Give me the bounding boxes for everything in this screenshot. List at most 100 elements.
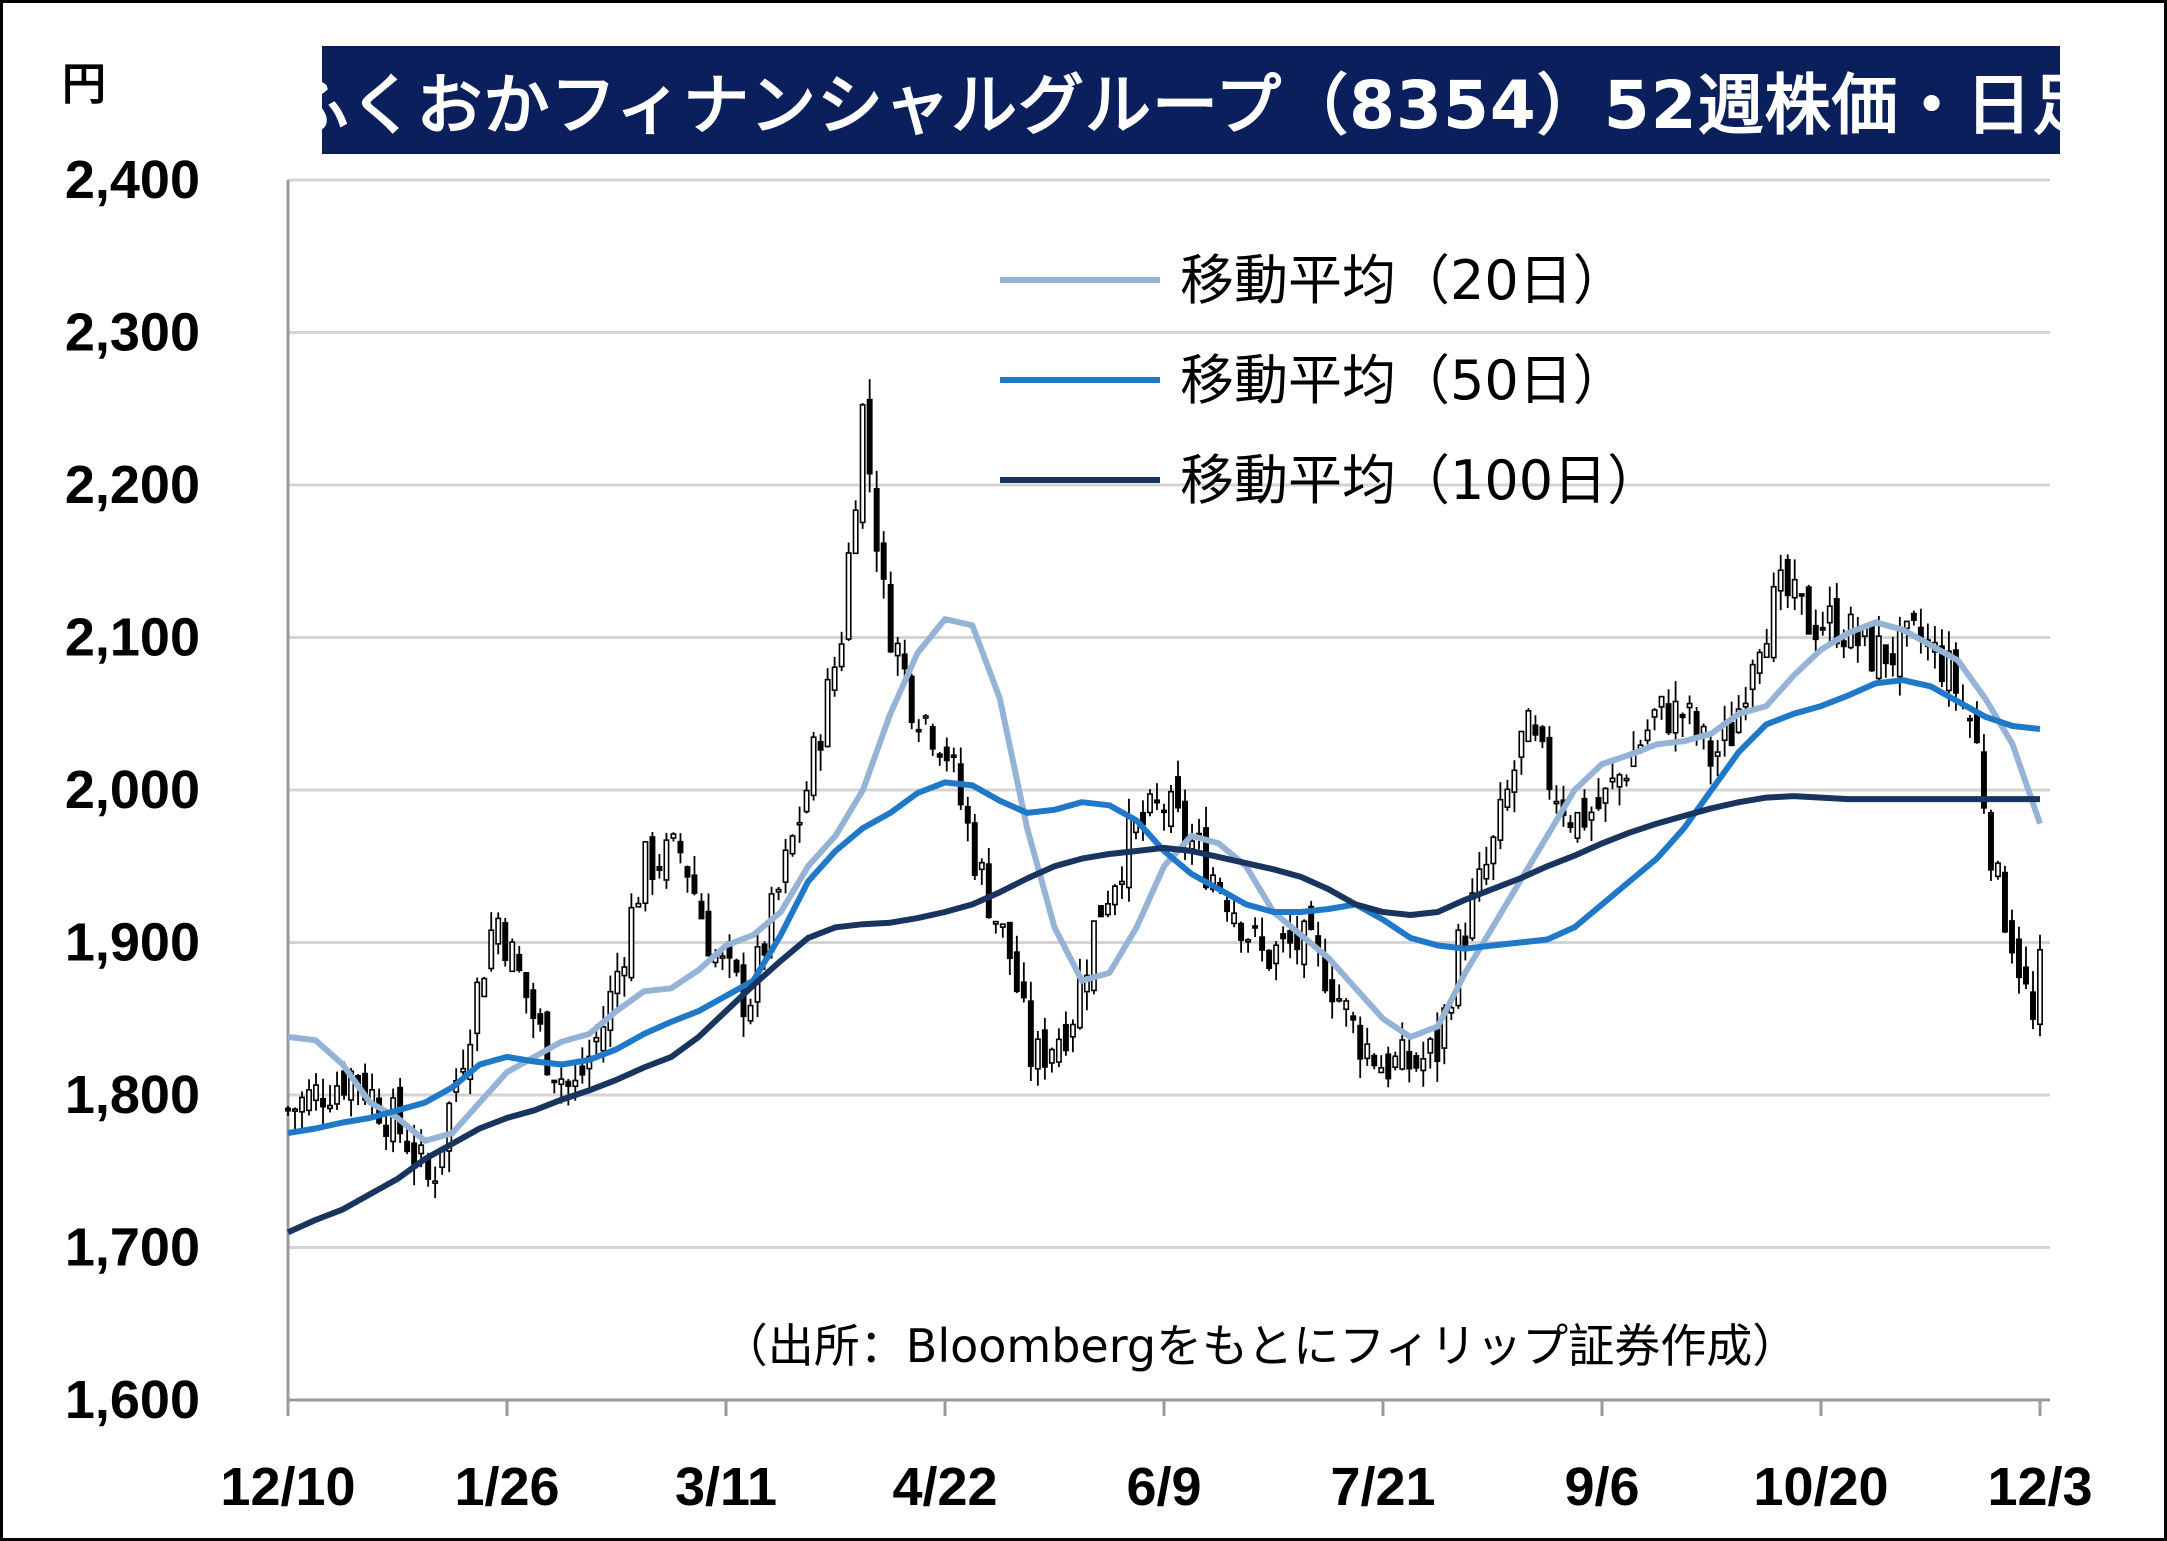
candle [2023, 946, 2029, 990]
candle-body-up [299, 1096, 305, 1113]
candle [1322, 938, 1329, 994]
candle-body-down [411, 1142, 418, 1166]
candle [1392, 1051, 1399, 1071]
candle [887, 571, 894, 654]
candle-body-up [1511, 769, 1518, 793]
candle-body-down [1006, 921, 1013, 960]
candle-body-down [817, 740, 824, 751]
candle [1581, 789, 1588, 831]
candle-body-up [1791, 578, 1798, 599]
candle [1329, 962, 1336, 1019]
candle-body-down [544, 1011, 551, 1076]
candle-body-down [1889, 653, 1896, 666]
candle [1609, 758, 1616, 790]
candle-body-down [1938, 645, 1945, 683]
candle-body-up [1378, 1067, 1385, 1074]
candle [537, 1008, 544, 1032]
candle-body-down [530, 989, 537, 1020]
candle [1069, 1019, 1076, 1053]
candle-body-down [2030, 991, 2036, 1020]
candle-body-down [1175, 776, 1181, 809]
candle [1273, 941, 1280, 981]
candle-body-down [2008, 920, 2015, 954]
candle-body-up [1609, 777, 1616, 783]
candle-body-up [1623, 777, 1630, 782]
x-tick-label: 3/11 [675, 1457, 777, 1517]
y-tick-label: 2,000 [65, 760, 200, 820]
candle [1483, 846, 1490, 886]
candle [1805, 584, 1812, 635]
candle-body-down [1805, 586, 1812, 635]
candle-body-down [1013, 951, 1020, 993]
candle [1938, 629, 1945, 688]
candle [2037, 934, 2043, 1037]
candle-body-up [789, 835, 796, 855]
candle [1413, 1052, 1420, 1072]
candle-body-down [1154, 799, 1160, 804]
x-tick-label: 12/10 [220, 1457, 355, 1517]
candle [1511, 760, 1518, 813]
x-axis-ticks: 12/10 1/26 3/11 4/22 6/9 7/21 9/6 10/20 12/3 [220, 1457, 2092, 1517]
candle-body-down [733, 959, 740, 973]
candle-body-up [481, 977, 488, 998]
candle-body-up [782, 849, 789, 883]
candle-body-up [824, 678, 831, 748]
candle [1462, 922, 1469, 961]
candle-body-down [971, 822, 978, 877]
candle [1644, 719, 1651, 745]
y-tick-label: 2,200 [65, 455, 200, 515]
candle-body-up [432, 1180, 439, 1184]
candle [1490, 835, 1497, 881]
candle-body-up [670, 833, 677, 839]
candle-body-up [1504, 788, 1511, 808]
candle-body-down [1679, 713, 1686, 719]
candle [1595, 778, 1602, 811]
candle-body-down [698, 900, 705, 920]
candle [1889, 636, 1896, 677]
y-unit-label: 円 [62, 59, 106, 110]
candle-body-up [1343, 1000, 1350, 1011]
x-tick-label: 7/21 [1330, 1457, 1435, 1517]
candle-body-up [600, 1026, 607, 1052]
candle [1196, 818, 1203, 850]
x-tick-label: 4/22 [892, 1457, 997, 1517]
candle [656, 854, 663, 879]
candle [964, 796, 971, 842]
candle [1665, 689, 1672, 736]
candle-body-down [1406, 1050, 1413, 1070]
candle [1034, 1030, 1041, 1086]
candle-body-up [1469, 892, 1476, 939]
candle-body-up [1055, 1038, 1062, 1063]
candle-body-down [1329, 979, 1336, 1003]
candle-body-down [1385, 1053, 1392, 1080]
y-tick-label: 2,300 [65, 303, 200, 363]
candle [2030, 971, 2036, 1030]
candle [1679, 712, 1686, 738]
candle-body-down [1987, 811, 1994, 871]
candle-body-down [1238, 922, 1245, 941]
candle-body-down [1252, 925, 1259, 929]
candle [1245, 938, 1252, 953]
candle-body-up [1644, 729, 1651, 742]
candle [1097, 905, 1104, 918]
candle [1763, 628, 1770, 659]
candle [2016, 926, 2022, 994]
candle [1083, 959, 1090, 1011]
candle [1020, 962, 1027, 1003]
candle [810, 731, 817, 801]
candle-body-up [1588, 811, 1595, 821]
candle [691, 856, 698, 896]
candle [544, 1010, 551, 1076]
candle-body-up [1104, 903, 1111, 916]
candle-body-up [1476, 868, 1483, 894]
candle-body-down [1581, 797, 1588, 828]
candle [1203, 806, 1210, 890]
candle-body-down [950, 754, 957, 759]
candle [922, 714, 929, 725]
candle [1027, 981, 1034, 1082]
candle [1707, 735, 1714, 785]
candle-body-down [320, 1097, 327, 1108]
candle-body-up [1826, 605, 1833, 624]
candle-body-up [1273, 944, 1280, 965]
